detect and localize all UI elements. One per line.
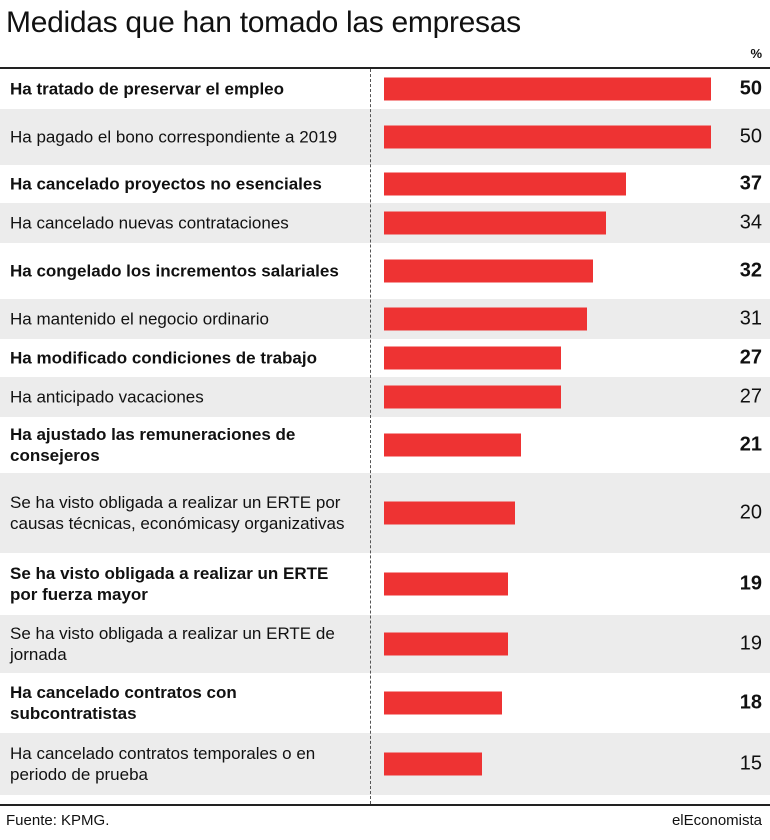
bar <box>384 211 606 235</box>
value-label: 34 <box>739 211 762 234</box>
chart-row: Ha mantenido el negocio ordinario 31 <box>0 299 770 339</box>
top-rule <box>0 67 770 69</box>
value-label: 19 <box>739 572 762 595</box>
chart-row: Ha modificado condiciones de trabajo 27 <box>0 339 770 377</box>
bar <box>384 172 626 196</box>
chart-row: Ha pagado el bono correspondiente a 2019… <box>0 109 770 165</box>
category-label: Ha pagado el bono correspondiente a 2019 <box>10 127 338 147</box>
brand-logo: elEconomista <box>671 812 762 829</box>
value-label: 31 <box>739 307 762 330</box>
category-label: Ha mantenido el negocio ordinario <box>10 309 269 329</box>
unit-label: % <box>750 46 762 61</box>
bar <box>384 632 508 656</box>
source-note: Fuente: KPMG. <box>6 812 110 829</box>
value-label: 15 <box>739 752 762 775</box>
value-label: 27 <box>739 385 762 408</box>
chart-row: Ha ajustado las remuneraciones de consej… <box>0 417 770 473</box>
bar <box>384 501 515 525</box>
category-label: Ha modificado condiciones de trabajo <box>10 348 317 368</box>
bar <box>384 752 482 776</box>
category-label: Ha ajustado las remuneraciones de consej… <box>10 425 296 465</box>
chart-row: Ha cancelado proyectos no esenciales 37 <box>0 165 770 203</box>
category-label: Se ha visto obligada a realizar un ERTE … <box>10 493 345 533</box>
chart-row: Se ha visto obligada a realizar un ERTE … <box>0 553 770 615</box>
bar <box>384 77 711 101</box>
value-label: 50 <box>739 77 762 100</box>
category-label: Ha cancelado contratos con subcontratist… <box>10 683 237 723</box>
value-label: 20 <box>739 501 762 524</box>
category-label: Ha cancelado proyectos no esenciales <box>10 174 322 194</box>
bar <box>384 385 561 409</box>
value-label: 18 <box>739 691 762 714</box>
column-divider <box>370 69 371 804</box>
bar <box>384 307 587 331</box>
value-label: 32 <box>739 259 762 282</box>
chart-row: Ha cancelado contratos temporales o en p… <box>0 733 770 795</box>
chart-row: Ha cancelado nuevas contrataciones 34 <box>0 203 770 243</box>
bar <box>384 346 561 370</box>
chart-rows: Ha tratado de preservar el empleo 50 Ha pa… <box>0 69 770 795</box>
category-label: Se ha visto obligada a realizar un ERTE … <box>10 564 329 604</box>
value-label: 37 <box>739 172 762 195</box>
chart-row: Ha tratado de preservar el empleo 50 <box>0 69 770 109</box>
value-label: 50 <box>739 125 762 148</box>
category-label: Ha cancelado nuevas contrataciones <box>10 213 289 233</box>
category-label: Se ha visto obligada a realizar un ERTE … <box>10 624 335 664</box>
chart-row: Se ha visto obligada a realizar un ERTE … <box>0 615 770 673</box>
bar <box>384 691 502 715</box>
chart-row: Ha anticipado vacaciones 27 <box>0 377 770 417</box>
value-label: 27 <box>739 346 762 369</box>
chart-row: Ha congelado los incrementos salariales 3… <box>0 243 770 299</box>
bar <box>384 125 711 149</box>
value-label: 19 <box>739 632 762 655</box>
bar <box>384 259 593 283</box>
category-label: Ha anticipado vacaciones <box>10 387 204 407</box>
category-label: Ha tratado de preservar el empleo <box>10 79 285 99</box>
bottom-rule <box>0 804 770 806</box>
chart-title: Medidas que han tomado las empresas <box>6 6 521 39</box>
bar <box>384 572 508 596</box>
chart-row: Se ha visto obligada a realizar un ERTE … <box>0 473 770 553</box>
chart-row: Ha cancelado contratos con subcontratist… <box>0 673 770 733</box>
value-label: 21 <box>739 433 762 456</box>
bar <box>384 433 521 457</box>
category-label: Ha cancelado contratos temporales o en p… <box>10 744 316 784</box>
category-label: Ha congelado los incrementos salariales <box>10 261 339 281</box>
